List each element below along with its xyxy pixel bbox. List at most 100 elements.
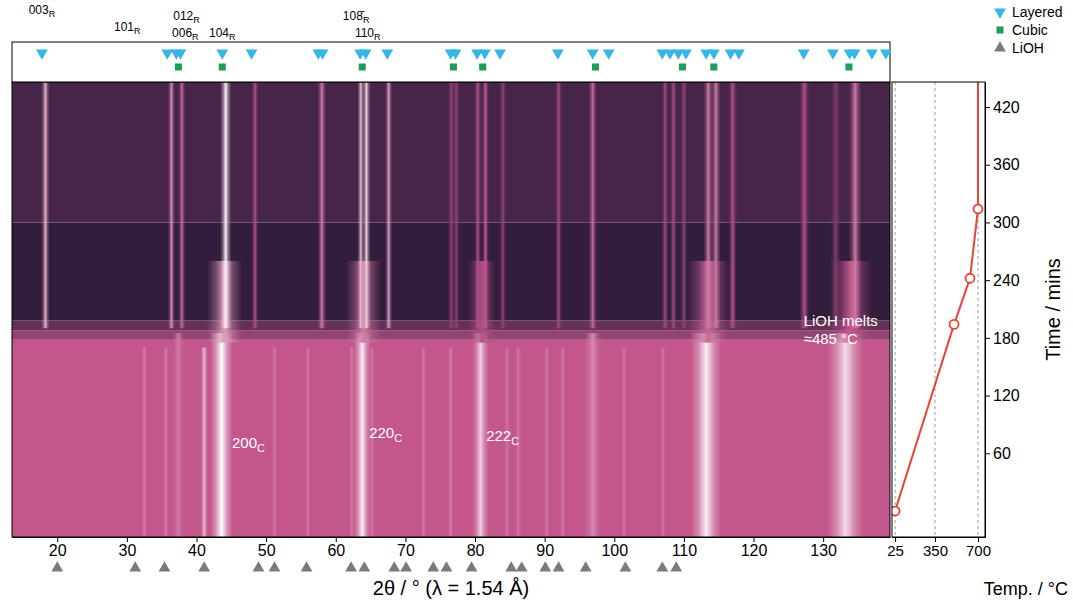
axis-line — [893, 537, 986, 538]
peak-label-text: 006 — [172, 26, 192, 40]
phase-marker — [360, 50, 372, 60]
phase-marker — [36, 50, 48, 60]
peak-streak — [482, 82, 489, 328]
tick-label: 350 — [923, 542, 948, 559]
tick-mark — [197, 537, 198, 542]
peak-label: 108̄R — [343, 9, 370, 25]
phase-marker — [845, 63, 852, 70]
temperature-line — [895, 82, 978, 511]
phase-marker — [450, 63, 457, 70]
peak-streak — [474, 82, 481, 328]
phase-marker — [603, 50, 615, 60]
phase-marker — [827, 50, 839, 60]
annotation-text: LiOH melts — [804, 312, 878, 329]
peak-streak — [210, 333, 232, 537]
peak-streak — [827, 333, 863, 537]
tick-mark — [985, 280, 990, 281]
phase-marker — [345, 561, 357, 571]
plot-frame — [12, 82, 890, 537]
tick: 240 — [985, 272, 1020, 289]
tick: 80 — [467, 537, 485, 559]
legend-marker — [996, 26, 1003, 33]
legend-marker — [994, 41, 1006, 51]
x-axis-title: 2θ / ° (λ = 1.54 Å) — [373, 577, 529, 599]
phase-markers — [51, 561, 682, 571]
tick-mark — [985, 396, 990, 397]
phase-marker — [866, 50, 878, 60]
tick-label: 40 — [188, 542, 206, 559]
phase-marker — [708, 50, 720, 60]
peak-label: 006R — [172, 26, 199, 42]
tick-label: 130 — [810, 542, 837, 559]
phase-marker — [381, 50, 393, 60]
tick-label: 360 — [993, 156, 1020, 173]
peak-label-text: 110 — [355, 26, 374, 40]
peak-streak — [163, 347, 169, 537]
phase-marker — [175, 63, 182, 70]
phase-marker — [679, 63, 686, 70]
peak-streak — [41, 82, 49, 328]
peak-streak — [670, 82, 677, 328]
phase-markers — [36, 50, 892, 60]
temperature-frame — [892, 82, 985, 537]
axis-line — [13, 537, 891, 538]
grid-line — [934, 82, 935, 537]
phase-marker — [620, 561, 632, 571]
peak-streak — [831, 82, 841, 328]
phase-marker — [516, 561, 528, 571]
peak-label-sub: R — [134, 26, 141, 36]
peak-streak — [362, 82, 370, 328]
annotation: LiOH melts — [804, 312, 878, 329]
tick: 70 — [397, 537, 415, 559]
tick: 350 — [923, 537, 948, 559]
tick-mark — [985, 165, 990, 166]
peak-streak — [168, 82, 175, 328]
tick: 60 — [985, 445, 1011, 462]
tick-mark — [754, 537, 755, 542]
peak-label-text: 003 — [29, 3, 49, 17]
heatmap — [12, 82, 890, 537]
phase-marker — [269, 561, 281, 571]
phase-marker — [219, 63, 226, 70]
phase-marker — [479, 50, 491, 60]
peak-label: 101R — [114, 20, 141, 36]
phase-marker — [317, 50, 329, 60]
phase-marker — [388, 561, 400, 571]
temperature-point — [892, 507, 900, 516]
annotation-sub: C — [394, 432, 402, 444]
peak-streak — [621, 347, 627, 537]
phase-marker — [253, 561, 265, 571]
tick-label: 120 — [993, 387, 1020, 404]
phase-marker — [450, 50, 462, 60]
background-band — [12, 330, 890, 340]
background-band — [12, 340, 890, 537]
peak-label-sub: R — [193, 15, 200, 25]
tick-label: 70 — [397, 542, 415, 559]
tick: 180 — [985, 329, 1020, 346]
tick: 360 — [985, 156, 1020, 173]
peak-streak — [849, 82, 862, 328]
tick-mark — [127, 537, 128, 542]
peak-streak — [142, 347, 148, 537]
phase-marker — [216, 50, 228, 60]
peak-streak — [201, 347, 208, 537]
tick-mark — [475, 537, 476, 542]
tick: 50 — [258, 537, 276, 559]
peak-label: 003R — [29, 3, 56, 19]
peak-streak — [272, 347, 278, 537]
peak-streak — [711, 82, 721, 328]
legend-marker — [994, 9, 1006, 19]
peak-label-sub: R — [192, 32, 199, 42]
peak-label: 104R — [209, 26, 236, 42]
axis: 2030405060708090100110120130 — [13, 537, 891, 559]
tick-mark — [266, 537, 267, 542]
peak-label-text: 012 — [173, 9, 193, 23]
legend-label: LiOH — [1012, 40, 1044, 56]
peak-streak — [252, 82, 259, 328]
phase-marker — [656, 561, 668, 571]
peak-streak — [555, 82, 562, 328]
tick: 110 — [672, 537, 698, 559]
phase-marker — [552, 50, 564, 60]
peak-streak — [728, 82, 736, 328]
peak-streak — [691, 333, 722, 537]
